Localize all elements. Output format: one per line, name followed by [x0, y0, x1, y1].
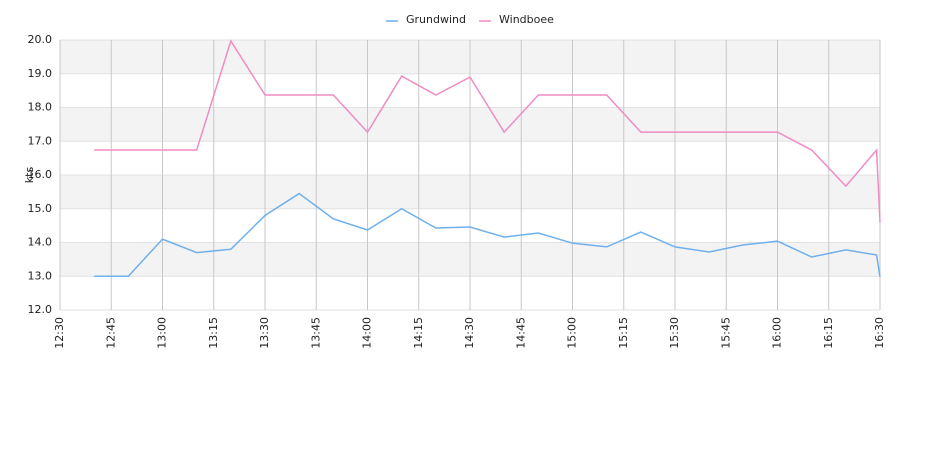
x-tick-label: 13:15 [207, 317, 220, 349]
y-tick-label: 15.0 [28, 202, 53, 215]
line-series [94, 39, 881, 223]
y-tick-label: 19.0 [28, 67, 53, 80]
y-tick-label: 14.0 [28, 236, 53, 249]
y-tick-label: 17.0 [28, 134, 53, 147]
x-tick-label: 15:45 [719, 317, 732, 349]
x-tick-label: 13:00 [156, 317, 169, 349]
y-tick-label: 20.0 [28, 33, 53, 46]
y-tick-label: 16.0 [28, 168, 53, 181]
y-tick-label: 13.0 [28, 269, 53, 282]
x-tick-label: 13:30 [258, 317, 271, 349]
x-tick-label: 12:30 [53, 317, 66, 349]
x-tick-label: 14:00 [361, 317, 374, 349]
x-tick-label: 15:30 [668, 317, 681, 349]
x-tick-label: 16:30 [873, 317, 886, 349]
y-tick-label: 18.0 [28, 101, 53, 114]
y-tick-label: 12.0 [28, 303, 53, 316]
x-tick-label: 14:30 [463, 317, 476, 349]
legend-label: Windboee [499, 13, 554, 26]
x-tick-label: 15:00 [566, 317, 579, 349]
x-tick-label: 15:15 [617, 317, 630, 349]
legend-label: Grundwind [406, 13, 466, 26]
x-tick-label: 14:45 [514, 317, 527, 349]
y-axis-label: kts [23, 167, 36, 184]
x-tick-label: 13:45 [309, 317, 322, 349]
x-tick-label: 16:00 [771, 317, 784, 349]
x-tick-label: 16:15 [822, 317, 835, 349]
line-series [94, 192, 881, 278]
x-tick-label: 12:45 [104, 317, 117, 349]
x-tick-label: 14:15 [412, 317, 425, 349]
